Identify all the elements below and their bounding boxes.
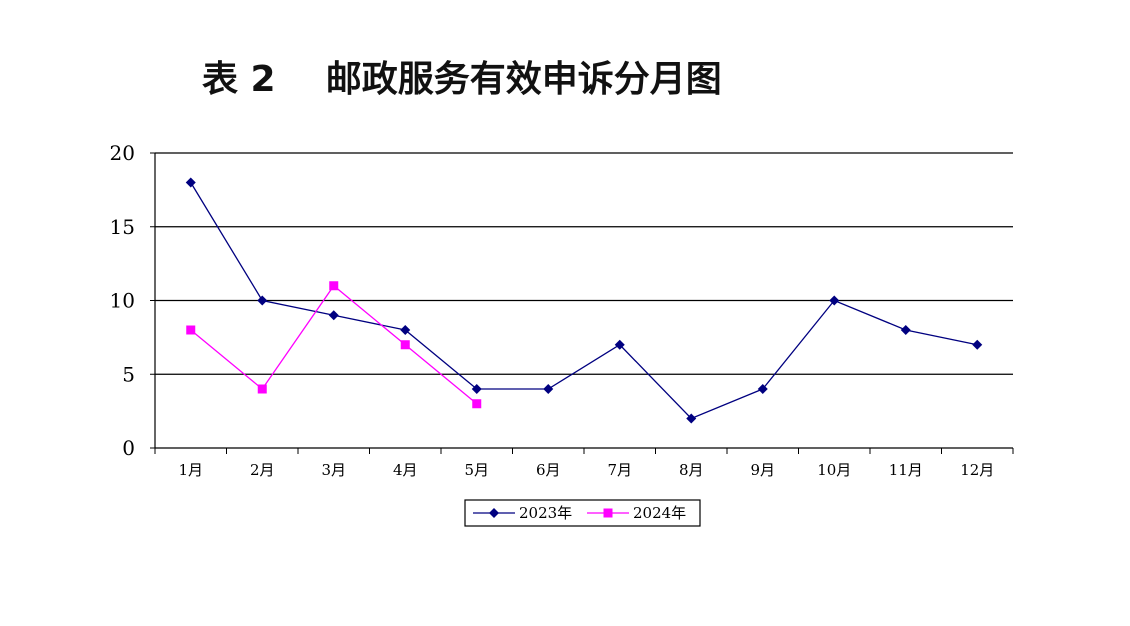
data-point-series-1	[471, 384, 482, 394]
y-tick-label: 20	[110, 141, 135, 165]
data-point-series-1	[972, 339, 983, 350]
legend-label-2: 2024年	[633, 504, 686, 522]
data-point-series-1	[829, 295, 840, 306]
legend-label-1: 2023年	[519, 504, 572, 522]
x-tick-label: 10月	[817, 461, 851, 479]
data-point-series-2	[400, 340, 410, 350]
y-tick-label: 15	[110, 215, 135, 239]
data-point-series-1	[185, 177, 196, 188]
data-point-series-1	[400, 325, 411, 335]
data-point-series-2	[472, 399, 482, 409]
y-tick-label: 5	[122, 362, 135, 386]
data-point-series-2	[257, 384, 267, 394]
x-tick-label: 9月	[750, 461, 775, 479]
data-point-series-1	[900, 325, 911, 335]
chart-title: 表 2 邮政服务有效申诉分月图	[202, 59, 722, 100]
x-tick-label: 4月	[393, 461, 418, 479]
x-tick-label: 6月	[536, 461, 561, 479]
x-tick-label: 2月	[250, 461, 275, 479]
x-tick-label: 7月	[607, 461, 632, 479]
legend-marker-1	[489, 508, 499, 518]
y-tick-label: 0	[122, 436, 135, 460]
x-tick-label: 11月	[889, 461, 923, 479]
data-point-series-1	[614, 339, 625, 350]
x-tick-label: 12月	[960, 461, 994, 479]
x-tick-label: 8月	[679, 461, 704, 479]
data-point-series-1	[543, 384, 554, 394]
series-line-2	[190, 284, 478, 405]
data-point-series-2	[186, 325, 196, 335]
x-tick-label: 1月	[178, 461, 203, 479]
x-tick-label: 5月	[464, 461, 489, 479]
y-tick-label: 10	[110, 289, 135, 313]
x-tick-label: 3月	[321, 461, 346, 479]
legend-marker-2	[603, 508, 613, 518]
data-point-series-1	[257, 295, 268, 306]
data-point-series-2	[329, 281, 339, 291]
data-point-series-1	[757, 384, 768, 394]
data-point-series-1	[328, 310, 339, 321]
series-line-1	[190, 182, 978, 420]
data-point-series-1	[686, 413, 697, 424]
